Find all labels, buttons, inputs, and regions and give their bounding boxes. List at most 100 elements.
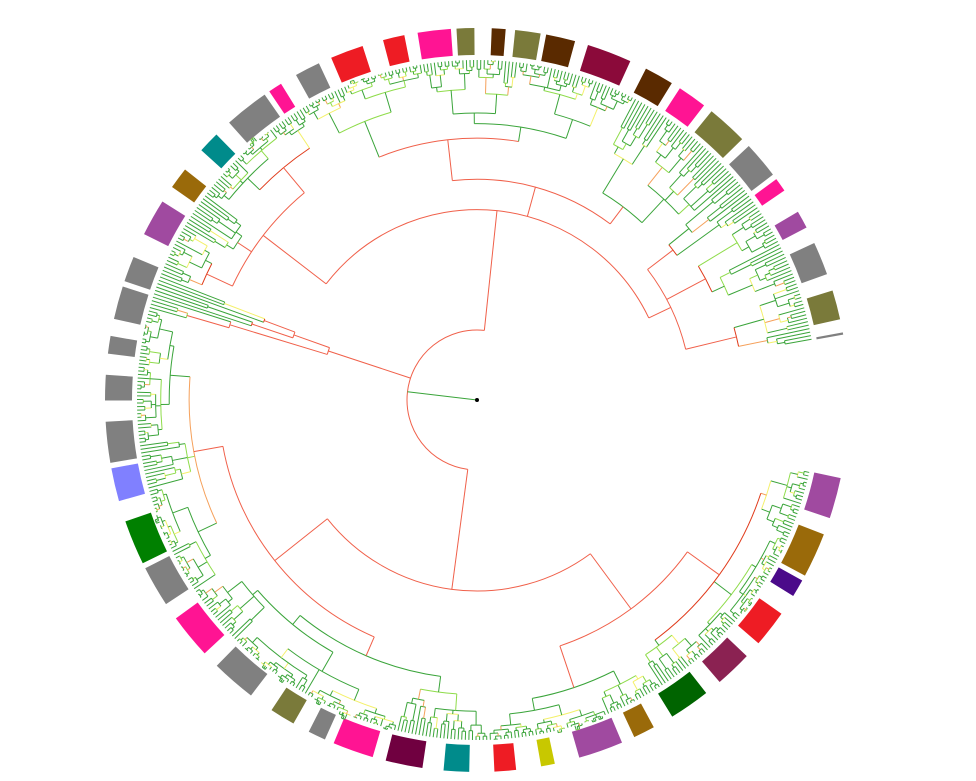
tree-branch bbox=[338, 700, 342, 705]
tree-branch bbox=[336, 706, 339, 711]
tree-branch-arc bbox=[755, 589, 758, 593]
tree-branch bbox=[678, 149, 685, 157]
tree-branch bbox=[403, 702, 408, 717]
tree-branch bbox=[156, 508, 160, 511]
tree-branch bbox=[701, 642, 708, 651]
tree-branch-arc bbox=[698, 648, 702, 652]
tree-branch bbox=[269, 666, 272, 670]
tree-branch bbox=[426, 63, 429, 72]
tree-branch bbox=[783, 497, 801, 505]
tree-branch bbox=[161, 525, 165, 528]
tree-branch bbox=[574, 725, 577, 731]
tree-branch bbox=[675, 661, 684, 671]
tree-branch bbox=[617, 91, 620, 95]
tree-branch bbox=[151, 496, 157, 499]
tree-branch bbox=[443, 69, 445, 75]
tree-branch-arc bbox=[744, 608, 748, 612]
clade-color-segment bbox=[104, 374, 133, 401]
tree-branch bbox=[751, 597, 753, 600]
tree-branch bbox=[182, 566, 186, 569]
tree-branch bbox=[707, 206, 722, 219]
tree-branch-arc bbox=[310, 104, 314, 107]
tree-branch-arc bbox=[239, 638, 243, 642]
tree-branch-arc bbox=[223, 301, 226, 305]
tree-branch bbox=[342, 715, 345, 719]
tree-branch bbox=[272, 127, 278, 133]
tree-branch bbox=[620, 92, 624, 96]
tree-branch bbox=[514, 62, 517, 78]
tree-branch bbox=[641, 198, 665, 223]
tree-branch bbox=[765, 561, 775, 567]
tree-branch bbox=[790, 491, 795, 494]
tree-branch-arc bbox=[592, 720, 597, 723]
tree-branch bbox=[638, 124, 648, 139]
tree-branch bbox=[210, 607, 216, 613]
tree-branch-arc bbox=[602, 192, 643, 224]
tree-branch bbox=[317, 690, 321, 694]
tree-branch bbox=[792, 511, 798, 515]
tree-branch-arc bbox=[178, 442, 180, 447]
tree-branch-arc bbox=[212, 194, 216, 198]
tree-branch bbox=[610, 704, 613, 708]
tree-branch bbox=[148, 478, 183, 489]
tree-branch-arc bbox=[581, 84, 589, 88]
tree-branch bbox=[668, 228, 690, 246]
tree-branch bbox=[755, 264, 767, 271]
tree-branch bbox=[349, 81, 352, 85]
tree-branch-arc bbox=[317, 107, 341, 120]
tree-branch bbox=[575, 93, 578, 100]
tree-branch bbox=[779, 512, 789, 517]
tree-branch bbox=[604, 106, 608, 111]
tree-branch bbox=[613, 146, 619, 154]
tree-branch bbox=[592, 718, 595, 722]
tree-branch bbox=[149, 361, 160, 364]
tree-branch bbox=[359, 716, 362, 720]
tree-branch bbox=[711, 638, 716, 643]
tree-branch bbox=[786, 321, 808, 328]
clade-color-segment bbox=[789, 243, 828, 284]
tree-branch bbox=[412, 71, 415, 75]
tree-branch bbox=[773, 553, 780, 557]
tree-branch bbox=[680, 656, 689, 667]
tree-branch bbox=[249, 144, 252, 147]
tree-branch bbox=[227, 627, 232, 632]
tree-branch bbox=[599, 84, 604, 93]
tree-branch bbox=[641, 139, 646, 145]
tree-branch-arc bbox=[226, 172, 232, 178]
tree-branch bbox=[589, 553, 632, 610]
tree-branch bbox=[741, 246, 750, 252]
tree-branch bbox=[272, 668, 275, 672]
tree-branch bbox=[166, 259, 178, 266]
tree-branch bbox=[193, 445, 224, 453]
clade-color-segment bbox=[201, 134, 236, 169]
tree-branch bbox=[317, 101, 321, 105]
tree-branch bbox=[265, 138, 269, 142]
tree-branch bbox=[186, 558, 194, 564]
tree-branch bbox=[199, 593, 203, 596]
tree-branch-arc bbox=[672, 666, 676, 669]
tree-branch bbox=[179, 560, 183, 563]
tree-branch bbox=[353, 80, 356, 83]
tree-branch-arc bbox=[157, 319, 163, 339]
tree-branch bbox=[732, 204, 756, 222]
tree-branch bbox=[184, 572, 186, 574]
tree-branch bbox=[275, 125, 280, 131]
tree-branch bbox=[165, 472, 176, 477]
tree-branch bbox=[267, 131, 269, 134]
tree-branch bbox=[149, 488, 158, 492]
tree-branch bbox=[531, 698, 535, 711]
tree-branch bbox=[790, 472, 798, 475]
tree-branch bbox=[207, 192, 214, 198]
tree-branch bbox=[143, 463, 158, 468]
tree-branch-arc bbox=[229, 609, 233, 613]
tree-branch bbox=[727, 184, 741, 196]
tree-branch bbox=[745, 235, 756, 242]
tree-branch-arc bbox=[564, 82, 570, 86]
tree-branch bbox=[791, 503, 800, 508]
tree-branch bbox=[344, 713, 348, 720]
tree-branch bbox=[222, 616, 233, 626]
tree-branch bbox=[792, 483, 800, 487]
tree-branch bbox=[274, 670, 278, 675]
tree-branch bbox=[778, 307, 805, 316]
tree-branch bbox=[192, 212, 232, 240]
